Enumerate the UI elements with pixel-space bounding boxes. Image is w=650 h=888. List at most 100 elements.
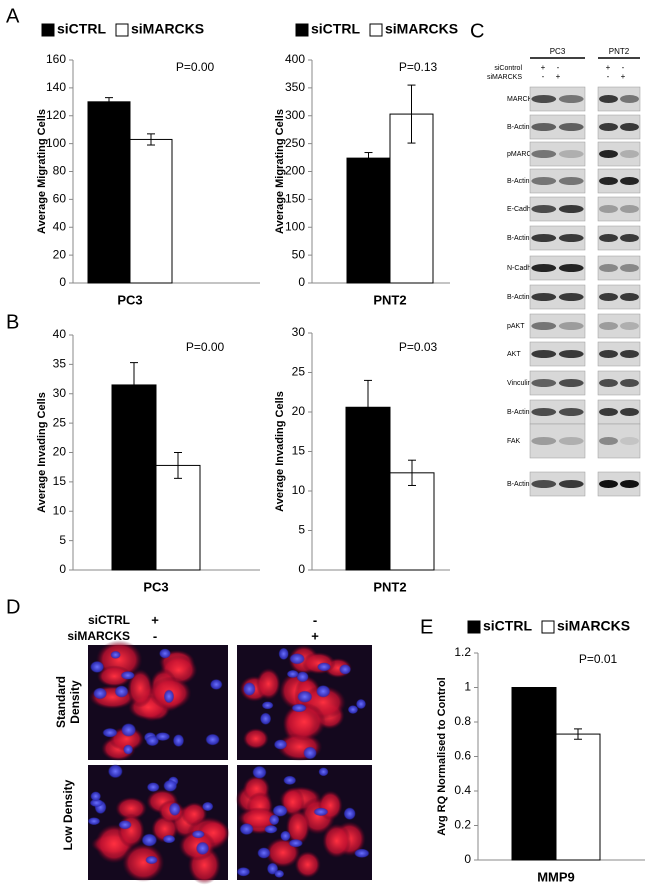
blot-band — [558, 322, 584, 330]
blot-band — [531, 150, 557, 158]
blot-band — [620, 264, 639, 272]
condition-mark: - — [313, 612, 317, 627]
bar — [555, 733, 601, 861]
y-tick-label: 140 — [46, 80, 66, 94]
bar — [346, 157, 391, 284]
y-axis-label: Average Migrating Cells — [274, 109, 286, 234]
nucleus — [89, 798, 104, 808]
y-tick-label: 20 — [53, 247, 67, 261]
cell-body — [117, 813, 145, 848]
y-tick-label: 10 — [292, 483, 306, 497]
cell-body — [256, 667, 281, 700]
blot-band-label: MARCKS — [507, 96, 537, 103]
y-tick-label: 35 — [53, 357, 67, 371]
blot-band — [531, 322, 557, 330]
blot-band-label: B-Actin — [507, 481, 530, 488]
nucleus — [313, 807, 329, 817]
blot-condition-mark: + — [556, 72, 561, 81]
blot-band-label: AKT — [507, 351, 521, 358]
nucleus — [118, 820, 132, 830]
blot-band — [599, 205, 618, 213]
blot-band — [558, 234, 584, 242]
blot-band-label: B-Actin — [507, 178, 530, 185]
blot-band — [620, 234, 639, 242]
blot-lane-box — [597, 313, 641, 339]
nucleus — [90, 791, 102, 802]
y-tick-label: 60 — [53, 192, 67, 206]
blot-band — [620, 293, 639, 301]
panel-label: E — [420, 616, 433, 638]
nucleus — [145, 855, 158, 865]
y-tick-label: 100 — [285, 219, 305, 233]
nucleus — [236, 867, 251, 877]
y-axis-label: Average Invading Cells — [274, 391, 286, 512]
nucleus — [354, 848, 370, 858]
blot-band — [558, 350, 584, 358]
condition-label: siCTRL — [88, 613, 130, 627]
y-tick-label: 0.2 — [454, 818, 471, 832]
nucleus — [318, 767, 329, 777]
nucleus — [168, 802, 181, 817]
blot-band — [599, 350, 618, 358]
blot-band — [558, 123, 584, 131]
blot-band — [599, 379, 618, 387]
nucleus — [291, 703, 307, 713]
blot-band — [620, 123, 639, 131]
y-tick-label: 100 — [46, 136, 66, 150]
blot-lane-box — [529, 423, 586, 459]
blot-lane-box — [597, 423, 641, 459]
blot-band — [531, 437, 557, 445]
y-axis-label: Average Migrating Cells — [36, 109, 48, 234]
blot-band — [531, 205, 557, 213]
bar — [87, 101, 131, 284]
legend-swatch — [41, 23, 55, 37]
cell-body — [282, 702, 326, 741]
blot-condition-mark: + — [606, 63, 611, 72]
nucleus — [93, 687, 108, 700]
blot-condition-mark: + — [541, 63, 546, 72]
blot-band-label: E-Cadherin — [507, 206, 543, 213]
blot-band — [599, 95, 618, 103]
y-tick-label: 150 — [285, 192, 305, 206]
y-tick-label: 15 — [292, 444, 306, 458]
blot-band — [531, 234, 557, 242]
blot-lane-box — [597, 196, 641, 222]
annotation: P=0.00 — [176, 60, 215, 74]
blot-band — [531, 264, 557, 272]
condition-label: siMARCKS — [67, 629, 130, 643]
y-tick-label: 50 — [292, 247, 306, 261]
blot-band — [599, 293, 618, 301]
legend-label: siCTRL — [57, 21, 106, 37]
y-tick-label: 350 — [285, 80, 305, 94]
x-category-label: MMP9 — [537, 869, 575, 884]
error-bar — [105, 97, 113, 107]
y-axis-label: Average Invading Cells — [36, 392, 48, 513]
cell-body — [294, 851, 321, 879]
blot-band — [558, 379, 584, 387]
y-tick-label: 0 — [298, 275, 305, 289]
x-category-label: PNT2 — [373, 292, 406, 307]
blot-band — [558, 95, 584, 103]
y-tick-label: 40 — [53, 327, 67, 341]
nucleus — [303, 746, 317, 760]
cell-body — [322, 823, 352, 859]
micrograph — [237, 645, 372, 762]
y-tick-label: 0.6 — [454, 749, 471, 763]
blot-band-label: pAKT — [507, 323, 525, 330]
legend-label: siCTRL — [483, 618, 532, 634]
blot-condition-mark: + — [621, 72, 626, 81]
annotation: P=0.03 — [399, 340, 438, 354]
blot-band — [620, 150, 639, 158]
blot-band — [599, 177, 618, 185]
cell-body — [96, 665, 132, 688]
micrograph — [88, 640, 228, 761]
nucleus — [355, 698, 367, 710]
cell-body — [301, 652, 336, 675]
bar — [389, 472, 435, 571]
nucleus — [283, 775, 297, 786]
y-tick-label: 1.2 — [454, 645, 471, 659]
nucleus — [264, 824, 278, 834]
blot-band — [558, 264, 584, 272]
blot-band — [531, 480, 557, 488]
